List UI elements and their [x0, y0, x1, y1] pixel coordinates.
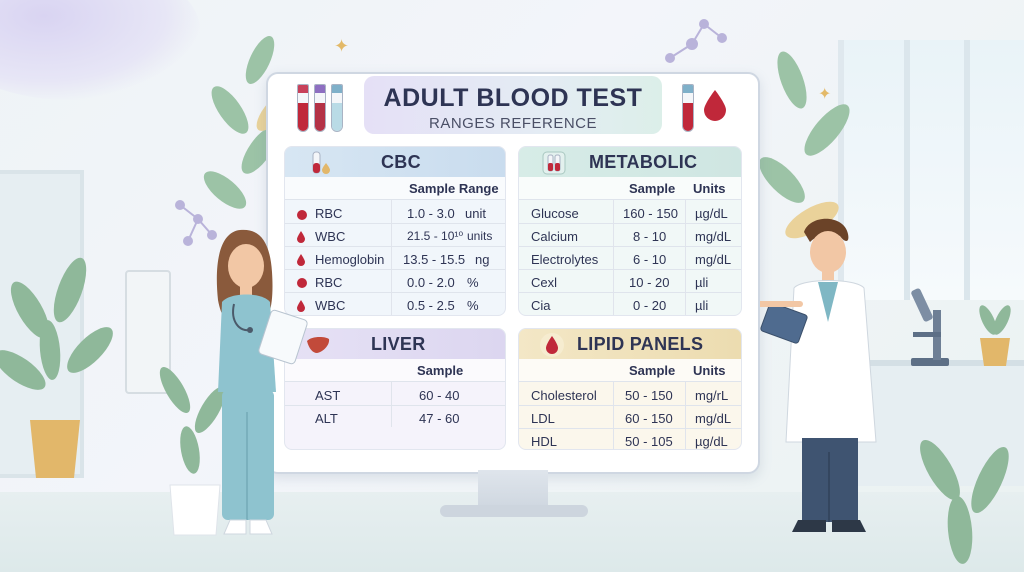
liver-header: LIVER [285, 329, 505, 359]
metabolic-row-value: 160 - 150 [623, 206, 678, 221]
lipid-panel: LIPID PANELS Sample Units Cholesterol 50… [518, 328, 742, 450]
metabolic-row-unit: µg/dL [695, 206, 728, 221]
cbc-row-unit: % [467, 298, 479, 313]
cbc-row-name: WBC [315, 229, 346, 244]
monitor-base [440, 505, 588, 517]
page-subtitle: RANGES REFERENCE [428, 115, 598, 132]
nurse-illustration [216, 229, 308, 535]
lipid-row-value: 50 - 105 [625, 434, 673, 449]
test-tube-icon [331, 84, 343, 132]
title-banner: ADULT BLOOD TEST RANGES REFERENCE [364, 76, 662, 134]
metabolic-col-units: Units [693, 181, 726, 196]
cbc-row-value: 0.5 - 2.5 [407, 298, 455, 313]
liver-icon [307, 336, 330, 353]
cbc-row-unit: units [467, 229, 493, 243]
metabolic-panel: METABOLIC Sample Units Glucose 160 - 150… [518, 146, 742, 316]
cbc-row-name: WBC [315, 298, 346, 313]
cbc-row-name: RBC [315, 275, 343, 290]
blood-cell-icon [296, 208, 307, 220]
monitor-stand [478, 470, 548, 508]
metabolic-row-name: Glucose [531, 206, 579, 221]
cbc-row-unit: ng [475, 252, 490, 267]
metabolic-row-unit: mg/dL [695, 252, 732, 267]
test-tube-icon [314, 84, 326, 132]
lipid-header: LIPID PANELS [519, 329, 741, 359]
cbc-row-value: 1.0 - 3.0 [407, 206, 455, 221]
liver-row-value: 60 - 40 [419, 388, 460, 403]
test-tube-icon [312, 151, 330, 174]
lipid-row-unit: mg/dL [695, 411, 732, 426]
test-tubes-icon [542, 151, 566, 175]
molecule-icon [175, 200, 217, 246]
plant-bottom-right-icon [920, 439, 1009, 564]
blood-cell-icon [296, 276, 307, 288]
doctor-illustration [760, 218, 877, 532]
lipid-row-unit: mg/rL [695, 388, 729, 403]
lipid-row-name: LDL [531, 411, 555, 426]
metabolic-row-unit: µli [695, 298, 709, 313]
cbc-panel: CBC Sample Range RBC 1.0 - 3.0 unit WBC … [284, 146, 506, 316]
liver-col-sample: Sample [417, 363, 464, 378]
sparkle-icon: ✦ [334, 36, 350, 56]
sparkle-icon: ✦ [818, 86, 832, 103]
metabolic-row-unit: mg/dL [695, 229, 732, 244]
liver-row-name: AST [315, 388, 341, 403]
cbc-row-value: 13.5 - 15.5 [403, 252, 466, 267]
lipid-row-name: HDL [531, 434, 558, 449]
metabolic-row-value: 10 - 20 [629, 275, 670, 290]
blood-drop-icon [296, 299, 306, 312]
metabolic-row-value: 6 - 10 [633, 252, 667, 267]
metabolic-row-name: Electrolytes [531, 252, 599, 267]
plant-right-icon [759, 51, 850, 239]
metabolic-row-name: Cexl [531, 275, 558, 290]
cbc-title: CBC [381, 152, 421, 172]
cbc-row-name: RBC [315, 206, 343, 221]
window [838, 40, 1024, 300]
metabolic-row-name: Cia [531, 298, 551, 313]
blood-drop-icon [296, 253, 306, 266]
lipid-row-value: 60 - 150 [625, 411, 673, 426]
metabolic-row-name: Calcium [531, 229, 578, 244]
metabolic-row-value: 0 - 20 [633, 298, 667, 313]
page-title: ADULT BLOOD TEST [383, 84, 643, 112]
cbc-row-unit: % [467, 275, 479, 290]
cbc-row-value: 0.0 - 2.0 [407, 275, 455, 290]
lipid-col-units: Units [693, 363, 726, 378]
plant-counter-icon [979, 305, 1011, 366]
liver-row-name: ALT [315, 411, 338, 426]
metabolic-row-value: 8 - 10 [633, 229, 667, 244]
lipid-row-value: 50 - 150 [625, 388, 673, 403]
cbc-row-name: Hemoglobin [315, 252, 385, 267]
cbc-header: CBC [285, 147, 505, 177]
plant-left-icon [0, 257, 113, 478]
metabolic-title: METABOLIC [589, 152, 698, 172]
blood-drop-icon [704, 90, 726, 121]
cbc-col-range: Sample Range [409, 181, 499, 196]
liver-row-value: 47 - 60 [419, 411, 460, 426]
test-tube-icon [297, 84, 309, 132]
metabolic-col-sample: Sample [629, 181, 676, 196]
metabolic-header: METABOLIC [519, 147, 741, 177]
cbc-row-unit: unit [465, 206, 486, 221]
blood-drop-icon [296, 230, 306, 243]
lipid-title: LIPID PANELS [577, 334, 704, 354]
plant-bottom-left-icon [159, 367, 226, 536]
cbc-row-value: 21.5 - 10¹⁰ [407, 229, 464, 243]
metabolic-row-unit: µli [695, 275, 709, 290]
lipid-row-unit: µg/dL [695, 434, 728, 449]
test-tube-icon [682, 84, 694, 132]
liver-panel: LIVER Sample AST 60 - 40 ALT 47 - 60 [284, 328, 506, 450]
liver-title: LIVER [371, 334, 426, 354]
lipid-col-sample: Sample [629, 363, 676, 378]
blood-drop-icon [540, 333, 564, 357]
lipid-row-name: Cholesterol [531, 388, 597, 403]
microscope-icon [911, 288, 949, 366]
background-blob [0, 0, 200, 100]
molecule-top-icon [665, 19, 727, 63]
